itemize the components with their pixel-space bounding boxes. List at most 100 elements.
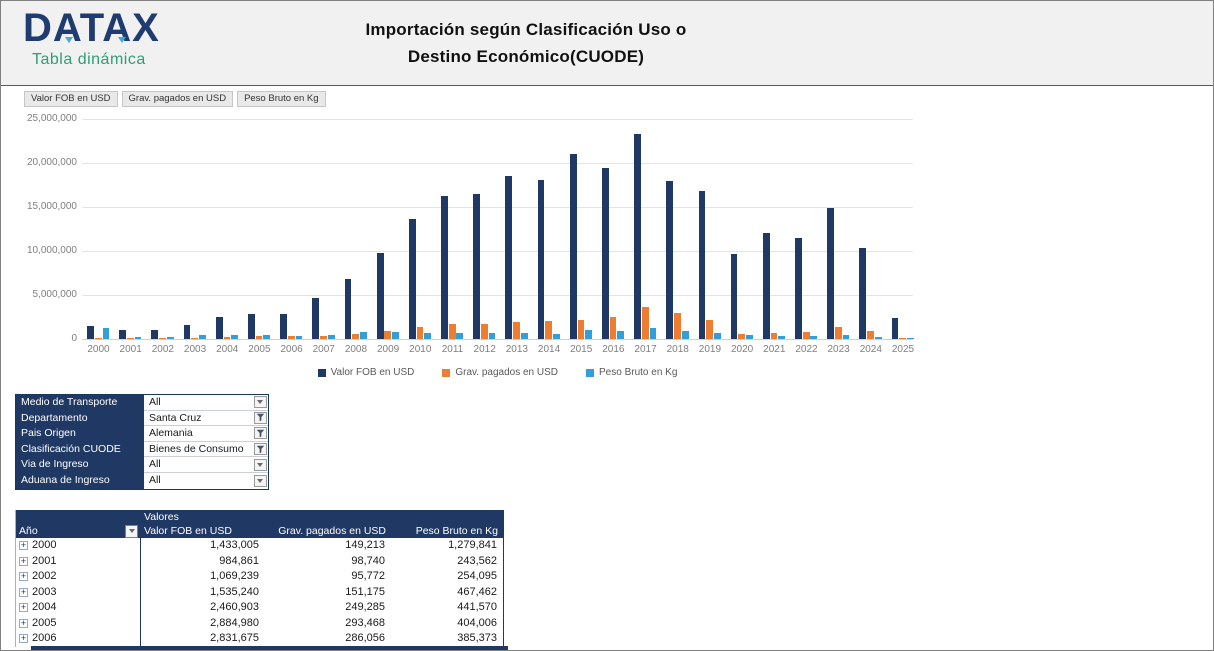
bar-2005-series2 xyxy=(263,335,271,339)
bar-2017-series1 xyxy=(641,307,649,339)
gridline xyxy=(82,295,913,296)
field-button-peso-bruto[interactable]: Peso Bruto en Kg xyxy=(237,91,326,107)
bar-2008-series1 xyxy=(352,333,360,339)
bar-2007-series2 xyxy=(327,334,335,339)
bar-2011-series0 xyxy=(441,196,448,339)
expand-row-button[interactable]: + xyxy=(19,555,28,566)
chart-field-buttons: Valor FOB en USD Grav. pagados en USD Pe… xyxy=(24,91,326,107)
bar-2000-series2 xyxy=(102,327,110,339)
bar-2023-series1 xyxy=(834,326,842,339)
filter-value: Santa Cruz xyxy=(144,410,252,427)
chevron-down-icon xyxy=(128,529,135,533)
bar-2006-series0 xyxy=(280,314,287,339)
logo-subtitle: Tabla dinámica xyxy=(32,51,146,68)
bar-2004-series0 xyxy=(215,317,223,339)
bar-2012-series0 xyxy=(473,193,481,339)
bar-2022-series1 xyxy=(802,331,810,339)
x-axis-label-2021: 2021 xyxy=(763,344,786,355)
bar-2009-series2 xyxy=(392,331,399,339)
row-field-header: Año xyxy=(16,524,141,538)
bar-2011-series1 xyxy=(448,324,456,339)
x-axis-label-2016: 2016 xyxy=(602,344,625,355)
table-row: +2003 1,535,240 151,175 467,462 xyxy=(16,584,503,600)
table-row: +2001 984,861 98,740 243,562 xyxy=(16,553,503,569)
year-label: 2005 xyxy=(32,616,57,629)
x-axis-label-2020: 2020 xyxy=(730,344,754,355)
filter-dropdown-button[interactable] xyxy=(252,441,268,458)
legend-label: Valor FOB en USD xyxy=(330,367,415,378)
funnel-icon xyxy=(253,443,267,456)
y-axis-tick-label: 15,000,000 xyxy=(26,201,77,212)
filter-dropdown-button[interactable] xyxy=(252,395,268,411)
bar-2010-series2 xyxy=(424,332,432,339)
legend-label: Grav. pagados en USD xyxy=(455,367,558,378)
field-button-valor-fob[interactable]: Valor FOB en USD xyxy=(24,91,118,107)
year-label: 2002 xyxy=(32,570,57,582)
x-axis-label-2008: 2008 xyxy=(344,344,368,355)
table-row: +2000 1,433,005 149,213 1,279,841 xyxy=(16,538,503,554)
x-axis-label-2015: 2015 xyxy=(570,344,593,355)
column-header-grav-pagados: Grav. pagados en USD xyxy=(278,525,386,537)
datax-logo: DATAX xyxy=(23,6,160,50)
bar-2002-series1 xyxy=(159,338,166,339)
bar-2015-series0 xyxy=(569,154,577,339)
expand-row-button[interactable]: + xyxy=(19,602,28,613)
expand-row-button[interactable]: + xyxy=(19,633,28,644)
year-cell: +2000 xyxy=(16,538,141,554)
chevron-down-icon xyxy=(253,396,267,409)
filter-dropdown-button[interactable] xyxy=(252,457,268,473)
filter-value: All xyxy=(144,457,252,473)
filter-dropdown-button[interactable] xyxy=(252,426,268,442)
bar-2023-series0 xyxy=(827,207,835,339)
year-label: 2006 xyxy=(32,632,57,644)
filter-label: Departamento xyxy=(16,410,144,427)
year-filter-dropdown-button[interactable] xyxy=(125,524,138,538)
year-label: 2000 xyxy=(32,539,57,551)
bar-2005-series0 xyxy=(248,313,255,339)
bar-2001-series0 xyxy=(119,330,127,339)
legend-marker-icon xyxy=(442,368,451,377)
x-axis-label-2003: 2003 xyxy=(183,344,207,355)
legend-item: Grav. pagados en USD xyxy=(442,367,558,378)
bar-2024-series0 xyxy=(859,247,867,339)
legend-label: Peso Bruto en Kg xyxy=(599,367,678,378)
logo-accent-icon xyxy=(118,37,126,43)
year-cell: +2002 xyxy=(16,569,141,585)
bar-2017-series2 xyxy=(649,328,657,339)
filter-label: Aduana de Ingreso xyxy=(16,472,144,489)
bar-2020-series1 xyxy=(738,333,746,339)
pivot-header-columns-row: Año Valor FOB en USD Grav. pagados en US… xyxy=(16,524,503,538)
legend-item: Valor FOB en USD xyxy=(317,367,415,378)
value-cell: 149,213 xyxy=(345,539,385,551)
value-cell: 1,433,005 xyxy=(210,539,259,551)
year-label: 2001 xyxy=(32,554,57,567)
value-cell: 254,095 xyxy=(457,570,497,582)
filter-dropdown-button[interactable] xyxy=(252,472,268,489)
expand-row-button[interactable]: + xyxy=(19,540,28,551)
value-cell: 404,006 xyxy=(457,616,497,629)
filter-dropdown-button[interactable] xyxy=(252,410,268,427)
expand-row-button[interactable]: + xyxy=(19,586,28,597)
chart-legend: Valor FOB en USD Grav. pagados en USD Peso… xyxy=(82,367,913,378)
expand-row-button[interactable]: + xyxy=(19,571,28,582)
bar-2004-series1 xyxy=(223,336,231,339)
x-axis-label-2013: 2013 xyxy=(505,344,528,355)
bar-2019-series2 xyxy=(713,332,721,339)
page-title-line2: Destino Económico(CUODE) xyxy=(407,47,645,66)
value-cell: 467,462 xyxy=(457,585,497,598)
bar-2001-series1 xyxy=(126,338,134,339)
value-cell: 98,740 xyxy=(351,554,385,567)
x-axis-label-2024: 2024 xyxy=(859,344,882,355)
bar-2019-series0 xyxy=(698,190,706,339)
bar-2015-series2 xyxy=(585,330,592,339)
bar-2024-series1 xyxy=(867,331,874,339)
filter-value: Alemania xyxy=(144,426,252,442)
bar-2022-series2 xyxy=(810,335,818,339)
bar-2016-series1 xyxy=(609,316,617,339)
expand-row-button[interactable]: + xyxy=(19,617,28,628)
bar-2008-series2 xyxy=(359,332,367,339)
bar-2018-series1 xyxy=(674,313,681,339)
value-cell: 243,562 xyxy=(457,554,497,567)
field-button-grav-pagados[interactable]: Grav. pagados en USD xyxy=(121,91,234,107)
